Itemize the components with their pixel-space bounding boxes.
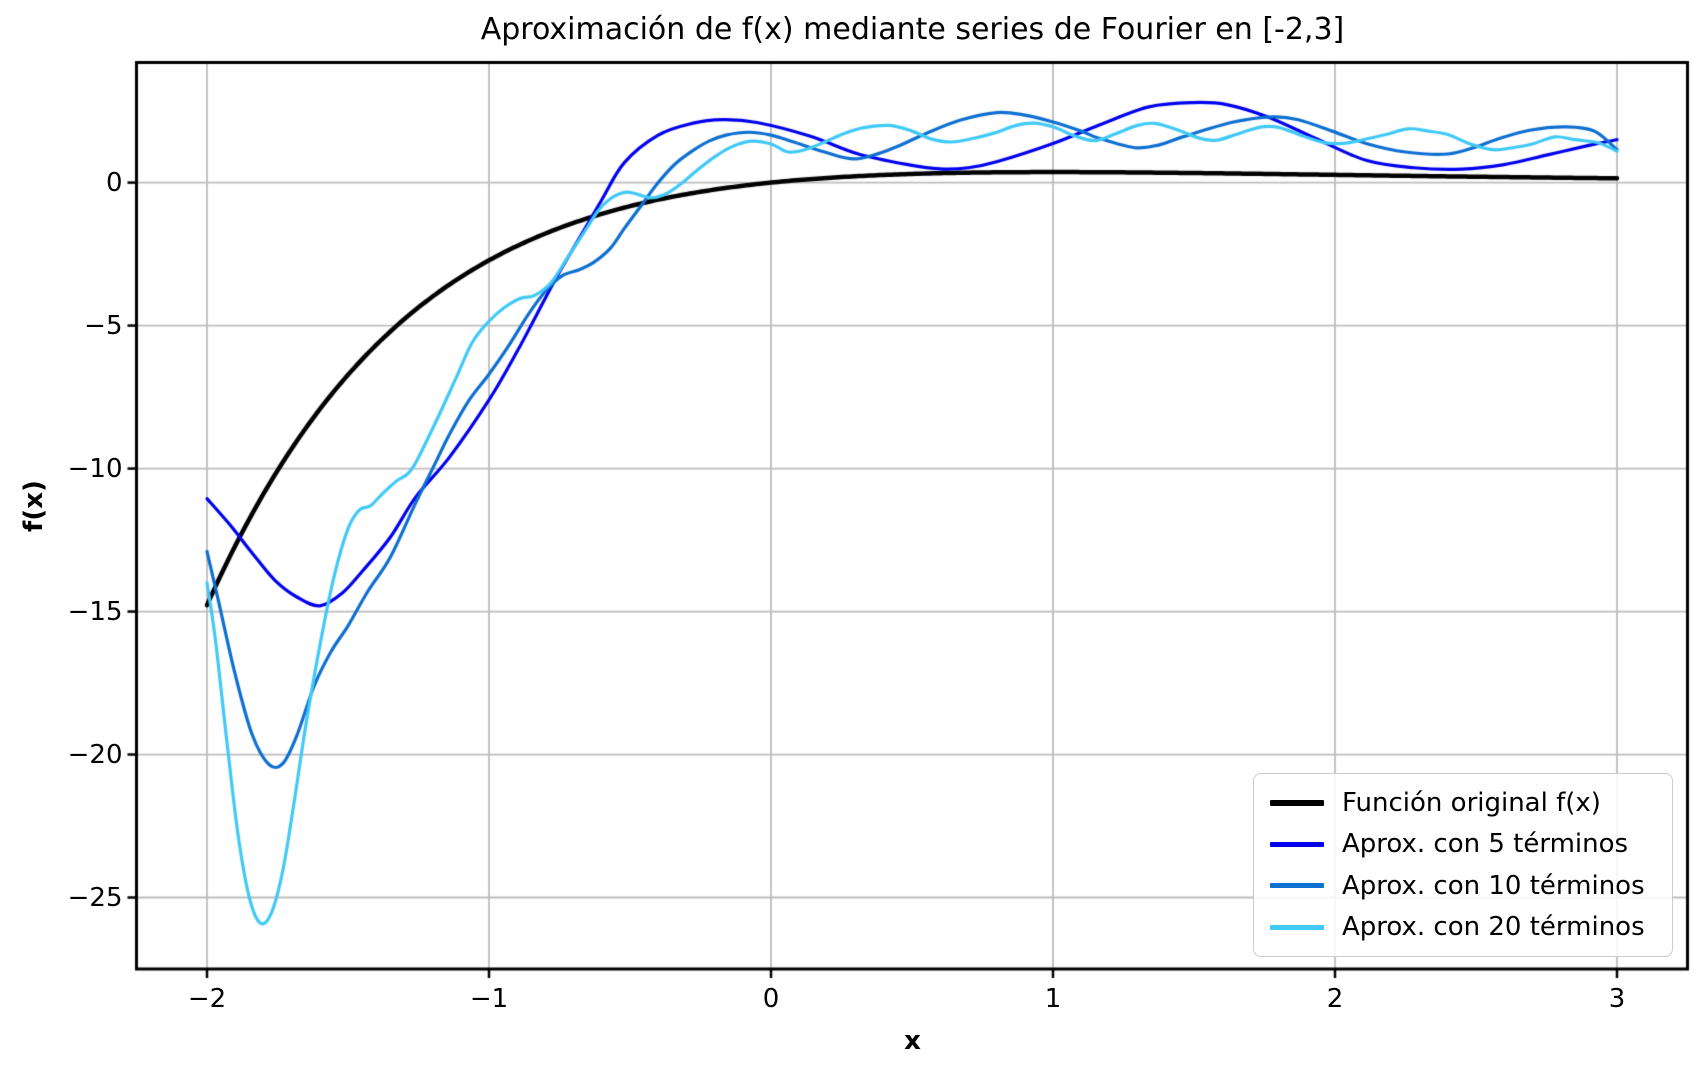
x-tick-label: 0 xyxy=(762,984,780,1014)
y-tick-label: −20 xyxy=(67,739,123,770)
legend-label: Función original f(x) xyxy=(1342,787,1601,818)
y-tick-label: −10 xyxy=(67,453,123,484)
legend-label: Aprox. con 10 términos xyxy=(1342,870,1645,901)
legend-label: Aprox. con 20 términos xyxy=(1342,912,1645,943)
legend-item: Aprox. con 20 términos xyxy=(1270,912,1662,942)
y-tick-label: −25 xyxy=(67,882,123,913)
x-tick-label: −1 xyxy=(469,984,509,1014)
legend-item: Aprox. con 5 términos xyxy=(1270,829,1662,859)
x-axis-label: x xyxy=(904,1026,921,1056)
y-tick-label: 0 xyxy=(105,167,123,198)
chart-title: Aproximación de f(x) mediante series de … xyxy=(480,12,1345,47)
legend-line-swatch xyxy=(1270,841,1324,847)
x-tick-label: 1 xyxy=(1044,984,1062,1014)
x-tick-label: −2 xyxy=(187,984,227,1014)
y-tick-label: −5 xyxy=(84,310,123,341)
legend-line-swatch xyxy=(1270,883,1324,889)
x-tick-label: 2 xyxy=(1326,984,1344,1014)
x-tick-label: 3 xyxy=(1608,984,1626,1014)
legend-label: Aprox. con 5 términos xyxy=(1342,829,1629,860)
legend: Función original f(x) Aprox. con 5 términ… xyxy=(1253,773,1673,957)
legend-item: Función original f(x) xyxy=(1270,788,1662,818)
legend-line-swatch xyxy=(1270,924,1324,930)
legend-line-swatch xyxy=(1270,799,1324,806)
y-tick-label: −15 xyxy=(67,596,123,627)
legend-item: Aprox. con 10 términos xyxy=(1270,871,1662,901)
